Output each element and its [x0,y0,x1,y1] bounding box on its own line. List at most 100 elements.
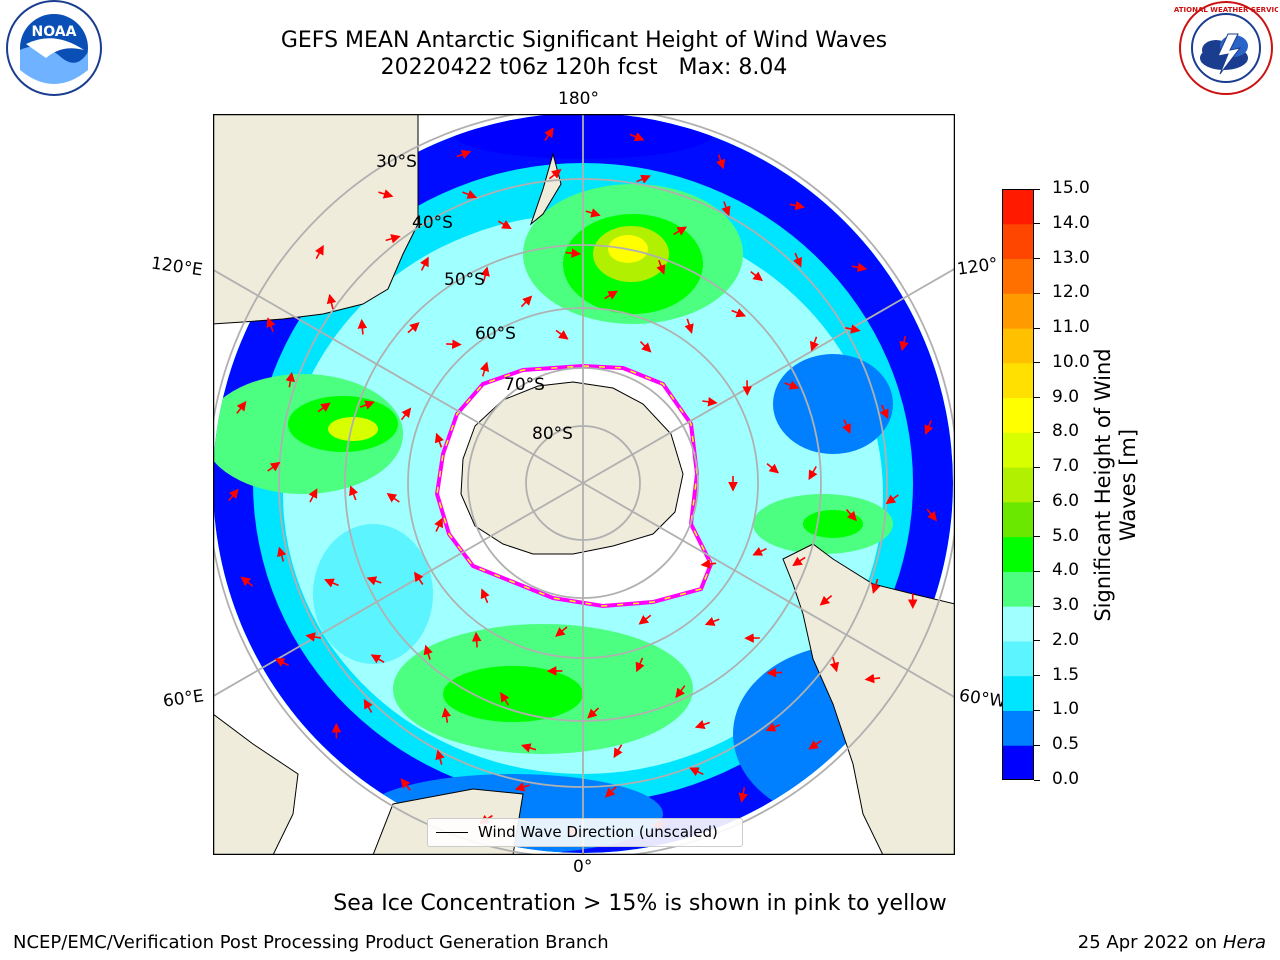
wave-direction-arrow [704,616,720,626]
lat-label-80s: 80°S [532,424,573,444]
wave-direction-arrow [359,400,375,410]
wave-direction-arrow [808,466,818,481]
colorbar-tick-mark [1034,362,1040,364]
wave-direction-arrow [694,719,710,730]
colorbar-segment [1002,328,1034,364]
lat-label-40s: 40°S [412,213,453,233]
wave-direction-arrow [845,508,857,522]
wave-direction-arrow [471,631,482,648]
wave-direction-arrow [924,420,934,435]
wave-direction-arrow [357,318,368,335]
colorbar-tick-label: 10.0 [1052,351,1090,372]
colorbar-tick-label: 3.0 [1052,595,1080,616]
footer-date: 25 Apr 2022 on Hera [1078,932,1266,953]
footer-machine: Hera [1222,932,1266,953]
lon-label-60w: 60°W [957,685,1008,713]
wave-direction-arrow [829,656,840,673]
colorbar-segment [1002,258,1034,294]
wave-direction-arrow [656,259,666,275]
wave-direction-arrow [305,632,321,642]
wind-wave-direction-arrows [228,127,938,839]
colorbar-tick-label: 11.0 [1052,317,1090,338]
lon-label-60e: 60°E [161,686,206,712]
colorbar-tick-mark [1034,397,1040,399]
colorbar-tick-label: 8.0 [1052,421,1080,442]
wave-direction-arrow [240,576,254,587]
lat-label-70s: 70°S [504,375,545,395]
wave-direction-arrow [885,494,899,505]
wave-direction-arrow [228,488,239,502]
colorbar-segment [1002,432,1034,468]
wave-direction-arrow [738,787,748,803]
colorbar-label-line2: Waves [m] [1116,428,1140,542]
wave-direction-arrow [420,256,429,271]
colorbar-tick-mark [1034,258,1040,260]
colorbar-segment [1002,745,1034,780]
south-america-land [782,543,954,854]
wave-direction-arrow [400,778,411,791]
wave-direction-arrow [819,594,833,606]
wave-direction-arrow [635,657,645,673]
colorbar-tick-label: 15.0 [1052,178,1090,198]
wave-direction-arrow [308,488,318,503]
wave-direction-arrow [349,485,359,501]
colorbar-tick-mark [1034,570,1040,572]
wave-direction-arrow [675,685,686,699]
wave-direction-arrow [479,361,490,377]
colorbar-tick-mark [1034,640,1040,642]
colorbar-segment [1002,362,1034,399]
colorbar-segment [1002,223,1034,260]
wave-direction-arrow [407,322,420,334]
footer-date-text: 25 Apr 2022 on [1077,932,1223,953]
wave-direction-arrow [236,401,247,414]
wave-direction-arrow [926,508,938,522]
wave-direction-arrow [639,341,652,353]
sea-ice-caption: Sea Ice Concentration > 15% is shown in … [333,891,947,916]
wave-direction-arrow [731,308,747,318]
wave-direction-arrow [480,588,490,604]
colorbar-label: Significant Height of Wind Waves [m] [1091,325,1141,645]
wave-direction-arrow [462,189,478,199]
wave-direction-arrow [879,404,889,420]
wave-direction-arrow [702,397,718,407]
national-weather-service-logo: NATIONAL WEATHER SERVICE [1168,0,1280,104]
wave-direction-arrow [555,329,569,340]
wave-direction-arrow [864,673,881,684]
colorbar-tick-label: 1.0 [1052,699,1080,720]
colorbar-tick-label: 7.0 [1052,456,1080,477]
wave-direction-arrow [434,517,443,532]
nws-logo-text: NATIONAL WEATHER SERVICE [1174,6,1278,14]
wave-direction-arrow [784,380,800,390]
wave-direction-arrow [750,270,763,282]
colorbar-tick-mark [1034,188,1040,190]
wave-direction-arrow [434,432,444,448]
wave-direction-arrow [555,626,568,637]
map-legend: Wind Wave Direction (unscaled) [427,818,743,847]
colorbar-tick-mark [1034,605,1040,607]
lon-label-0: 0° [573,857,593,877]
wave-direction-arrow [423,644,433,660]
colorbar-tick-mark [1034,536,1040,538]
colorbar-tick-label: 0.0 [1052,769,1080,789]
lon-label-180: 180° [558,89,599,109]
wave-direction-arrow [480,266,490,282]
wave-direction-arrow [684,318,694,334]
wave-direction-arrow [604,786,617,798]
footer-branch: NCEP/EMC/Verification Post Processing Pr… [13,932,609,953]
antarctica-land [460,381,684,555]
wave-direction-arrow [792,556,806,567]
colorbar-segment [1002,606,1034,642]
colorbar-tick-mark [1034,466,1040,468]
wave-direction-arrow [613,744,623,759]
graticule [214,115,954,854]
lat-label-60s: 60°S [475,324,516,344]
colorbar-tick-label: 9.0 [1052,386,1080,407]
wave-direction-arrow [544,127,554,141]
wave-height-map [213,114,955,855]
colorbar-tick-mark [1034,292,1040,294]
map-frame [213,114,955,855]
wave-direction-arrow [456,150,472,159]
wave-direction-arrow [689,767,704,777]
colorbar [1002,189,1034,780]
map-subtitle: 20220422 t06z 120h fcst Max: 8.04 [380,55,788,80]
